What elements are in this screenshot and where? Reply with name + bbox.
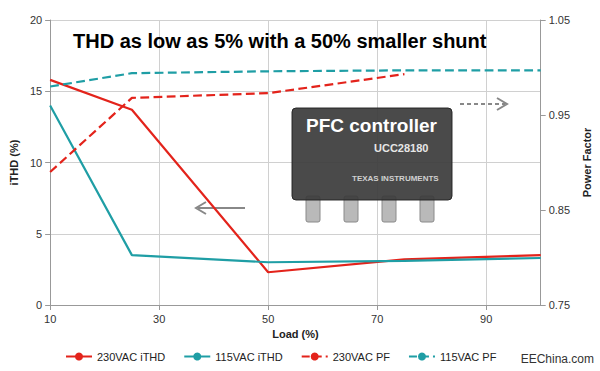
svg-text:90: 90 [480,313,492,325]
svg-text:Load (%): Load (%) [272,328,319,340]
svg-text:1.05: 1.05 [549,14,570,26]
svg-text:20: 20 [30,14,42,26]
svg-text:Power Factor: Power Factor [581,127,593,197]
svg-text:0.85: 0.85 [549,204,570,216]
svg-text:THD as low as 5% with a 50% sm: THD as low as 5% with a 50% smaller shun… [73,30,487,52]
svg-text:230VAC PF: 230VAC PF [333,351,391,363]
svg-text:0.75: 0.75 [549,299,570,311]
svg-text:UCC28180: UCC28180 [374,142,428,154]
svg-text:30: 30 [153,313,165,325]
svg-text:50: 50 [262,313,274,325]
svg-text:5: 5 [36,228,42,240]
svg-text:0: 0 [36,299,42,311]
svg-text:115VAC PF: 115VAC PF [440,351,497,363]
svg-text:iTHD (%): iTHD (%) [8,139,20,185]
svg-text:10: 10 [30,157,42,169]
svg-text:10: 10 [44,313,56,325]
svg-text:0.95: 0.95 [549,109,570,121]
svg-text:70: 70 [371,313,383,325]
svg-text:TEXAS INSTRUMENTS: TEXAS INSTRUMENTS [352,174,439,183]
svg-text:115VAC iTHD: 115VAC iTHD [215,351,283,363]
svg-text:230VAC iTHD: 230VAC iTHD [97,351,165,363]
svg-text:EEChina.com: EEChina.com [521,352,594,366]
svg-text:PFC controller: PFC controller [306,115,438,136]
svg-text:15: 15 [30,85,42,97]
